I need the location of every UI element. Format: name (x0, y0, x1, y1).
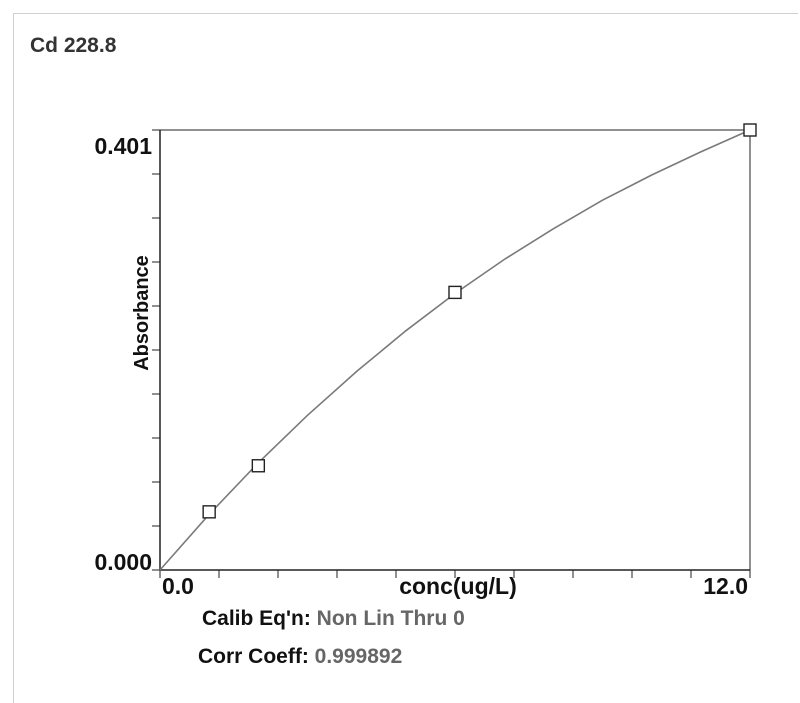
x-axis-title: conc(ug/L) (399, 573, 517, 599)
tick-marks (152, 129, 751, 578)
fit-curve (159, 129, 751, 571)
x-tick-label-min: 0.0 (162, 573, 194, 599)
axes (159, 129, 751, 571)
data-point-square (448, 285, 462, 300)
chart-title: Cd 228.8 (30, 34, 117, 57)
data-point-square (202, 505, 216, 519)
calib-eqn-label: Calib Eq'n: (202, 607, 311, 630)
calib-eqn-value: Non Lin Thru 0 (316, 607, 465, 630)
data-point-square (743, 123, 757, 137)
x-tick-label-max: 12.0 (703, 573, 748, 599)
corr-coeff-row: Corr Coeff: 0.999892 (198, 645, 402, 669)
chart-panel (13, 13, 798, 703)
y-tick-label-min: 0.000 (94, 549, 152, 575)
data-point-square (251, 459, 266, 473)
corr-coeff-value: 0.999892 (314, 645, 403, 668)
data-points (202, 123, 757, 519)
y-tick-label-max: 0.401 (94, 133, 152, 159)
y-axis-title: Absorbance (131, 255, 153, 371)
calib-eqn-row: Calib Eq'n: Non Lin Thru 0 (202, 607, 465, 631)
corr-coeff-label: Corr Coeff: (198, 645, 309, 668)
